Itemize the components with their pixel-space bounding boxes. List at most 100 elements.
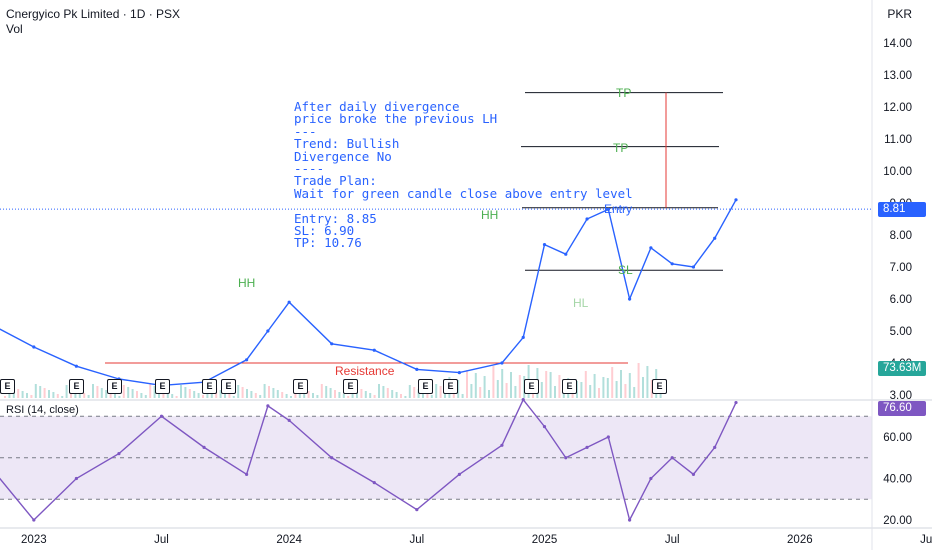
price-tick-label: 13.00 xyxy=(883,70,912,82)
rsi-point xyxy=(670,456,674,460)
earnings-marker[interactable]: E xyxy=(293,379,308,394)
volume-bar xyxy=(580,382,583,398)
volume-bar xyxy=(615,381,618,398)
volume-bar xyxy=(650,380,653,398)
earnings-marker[interactable]: E xyxy=(69,379,84,394)
price-tick-label: 8.00 xyxy=(890,230,912,242)
volume-bar xyxy=(598,388,600,398)
volume-bar xyxy=(589,385,592,398)
rsi-point xyxy=(330,456,334,460)
earnings-marker[interactable]: E xyxy=(418,379,433,394)
volume-bar xyxy=(153,386,156,398)
price-tick-label: 6.00 xyxy=(890,294,912,306)
volume-bar xyxy=(39,386,42,398)
volume-bar xyxy=(131,389,134,398)
volume-bar xyxy=(342,394,345,398)
currency-label[interactable]: PKR xyxy=(887,7,912,21)
rsi-tick-label: 20.00 xyxy=(883,515,912,527)
volume-bar xyxy=(606,378,609,398)
earnings-marker[interactable]: E xyxy=(443,379,458,394)
earnings-marker[interactable]: E xyxy=(107,379,122,394)
volume-bar xyxy=(391,390,394,398)
volume-bar xyxy=(118,396,121,398)
price-point xyxy=(457,371,461,375)
price-point xyxy=(32,345,36,349)
price-point xyxy=(585,217,589,221)
earnings-marker[interactable]: E xyxy=(0,379,15,394)
volume-bar xyxy=(510,372,512,398)
price-point xyxy=(734,198,738,202)
earnings-marker[interactable]: E xyxy=(155,379,170,394)
volume-bar xyxy=(461,394,464,398)
volume-bar xyxy=(466,370,468,398)
volume-bar xyxy=(404,396,407,398)
volume-bar xyxy=(602,377,605,398)
volume-bar xyxy=(241,387,244,398)
volume-bar xyxy=(408,385,411,398)
volume-bar xyxy=(276,390,279,398)
volume-bar xyxy=(122,385,125,398)
volume-bar xyxy=(232,396,235,398)
volume-bar xyxy=(549,372,552,398)
rsi-point xyxy=(691,472,696,476)
volume-bar xyxy=(184,387,187,398)
volume-bar xyxy=(228,394,231,398)
volume-bar xyxy=(281,392,284,398)
time-tick-label: Jul xyxy=(665,534,680,546)
volume-bar xyxy=(316,395,319,398)
volume-bar xyxy=(4,396,6,398)
volume-bar xyxy=(620,370,622,398)
price-point xyxy=(691,265,696,269)
time-tick-label: 2023 xyxy=(21,534,47,546)
volume-bar xyxy=(259,395,262,398)
earnings-marker[interactable]: E xyxy=(202,379,217,394)
volume-bar xyxy=(307,391,310,398)
volume-bar xyxy=(180,385,182,398)
volume-bar xyxy=(127,387,130,398)
volume-bar xyxy=(334,390,336,398)
volume-bar xyxy=(52,392,55,398)
volume-bar xyxy=(474,373,477,398)
volume-bar xyxy=(96,386,99,398)
volume-bar xyxy=(140,393,143,398)
rsi-point xyxy=(457,472,461,476)
rsi-point xyxy=(74,476,78,481)
earnings-marker[interactable]: E xyxy=(562,379,577,394)
price-tick-label: 7.00 xyxy=(890,262,912,274)
volume-bar xyxy=(268,386,270,398)
rsi-point xyxy=(606,435,610,439)
price-tick-label: 5.00 xyxy=(890,326,912,338)
volume-bar xyxy=(272,388,275,398)
entry-label: Entry xyxy=(604,202,633,216)
earnings-marker[interactable]: E xyxy=(343,379,358,394)
rsi-point xyxy=(266,404,270,408)
price-point xyxy=(330,342,334,346)
earnings-marker[interactable]: E xyxy=(652,379,667,394)
price-point xyxy=(649,246,653,250)
hh-label-1: HH xyxy=(238,276,256,290)
volume-bar xyxy=(219,390,222,398)
price-point xyxy=(521,335,525,339)
rsi-badge: 76.60 xyxy=(878,401,926,416)
price-point xyxy=(266,329,270,333)
volume-label: Vol xyxy=(6,22,23,36)
price-point xyxy=(713,236,717,240)
volume-bar xyxy=(246,389,248,398)
earnings-marker[interactable]: E xyxy=(524,379,539,394)
volume-bar xyxy=(48,390,50,398)
volume-bar xyxy=(558,375,561,398)
volume-bar xyxy=(92,384,94,398)
price-point xyxy=(628,297,632,301)
volume-bar xyxy=(78,391,81,398)
rsi-point xyxy=(287,418,291,422)
price-point xyxy=(500,361,504,365)
volume-bar xyxy=(369,393,372,398)
rsi-point xyxy=(713,445,717,449)
volume-bar xyxy=(250,391,253,398)
volume-bar xyxy=(400,394,402,398)
volume-bar xyxy=(162,390,165,398)
rsi-point xyxy=(245,472,249,476)
volume-bar xyxy=(109,392,112,398)
earnings-marker[interactable]: E xyxy=(221,379,236,394)
